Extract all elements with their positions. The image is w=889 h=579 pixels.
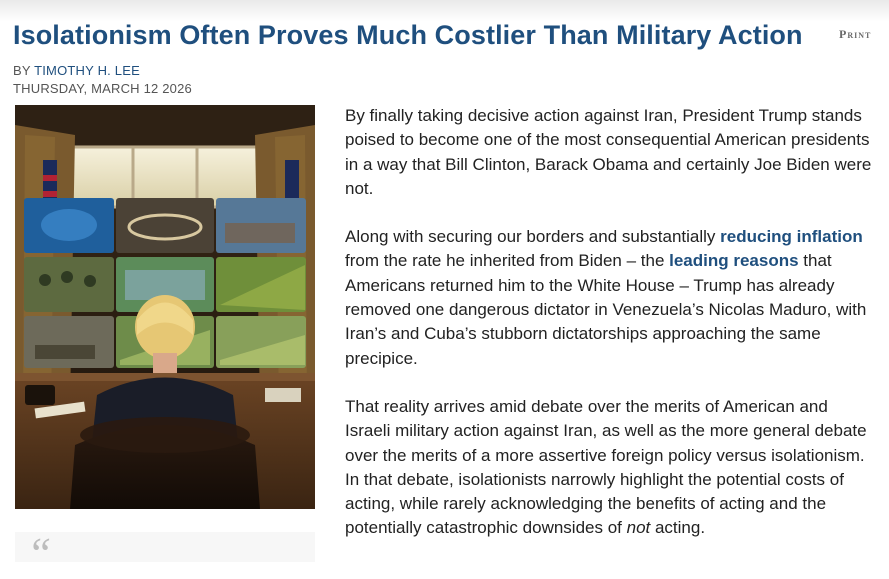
article-body: By finally taking decisive action agains… bbox=[345, 104, 875, 565]
person-in-chair bbox=[70, 295, 260, 509]
p2-text-3: that Americans returned him to the White… bbox=[345, 251, 867, 368]
p2-text-2: from the rate he inherited from Biden – … bbox=[345, 251, 670, 271]
publish-date: THURSDAY, MARCH 12 2026 bbox=[13, 81, 192, 96]
print-link[interactable]: Print bbox=[839, 27, 872, 41]
top-bar bbox=[0, 0, 889, 22]
paragraph-1: By finally taking decisive action agains… bbox=[345, 106, 872, 198]
byline: BY TIMOTHY H. LEE bbox=[13, 63, 140, 78]
article-hero-image bbox=[15, 105, 315, 509]
p3-emphasis: not bbox=[626, 518, 651, 538]
paragraph-2: Along with securing our borders and subs… bbox=[345, 225, 875, 371]
pull-quote-box: “ bbox=[15, 529, 315, 578]
p3-text-1: That reality arrives amid debate over th… bbox=[345, 396, 867, 538]
oval-office-illustration bbox=[15, 105, 315, 509]
byline-prefix: BY bbox=[13, 63, 35, 78]
quote-mark-icon: “ bbox=[27, 529, 52, 578]
article-headline: Isolationism Often Proves Much Costlier … bbox=[13, 20, 803, 50]
leading-reasons-link[interactable]: leading reasons bbox=[669, 251, 799, 271]
p3-text-2: acting. bbox=[650, 518, 706, 538]
reducing-inflation-link[interactable]: reducing inflation bbox=[720, 227, 863, 247]
author-link[interactable]: TIMOTHY H. LEE bbox=[34, 63, 140, 78]
paragraph-3: That reality arrives amid debate over th… bbox=[345, 395, 875, 541]
p2-text-1: Along with securing our borders and subs… bbox=[345, 227, 721, 247]
